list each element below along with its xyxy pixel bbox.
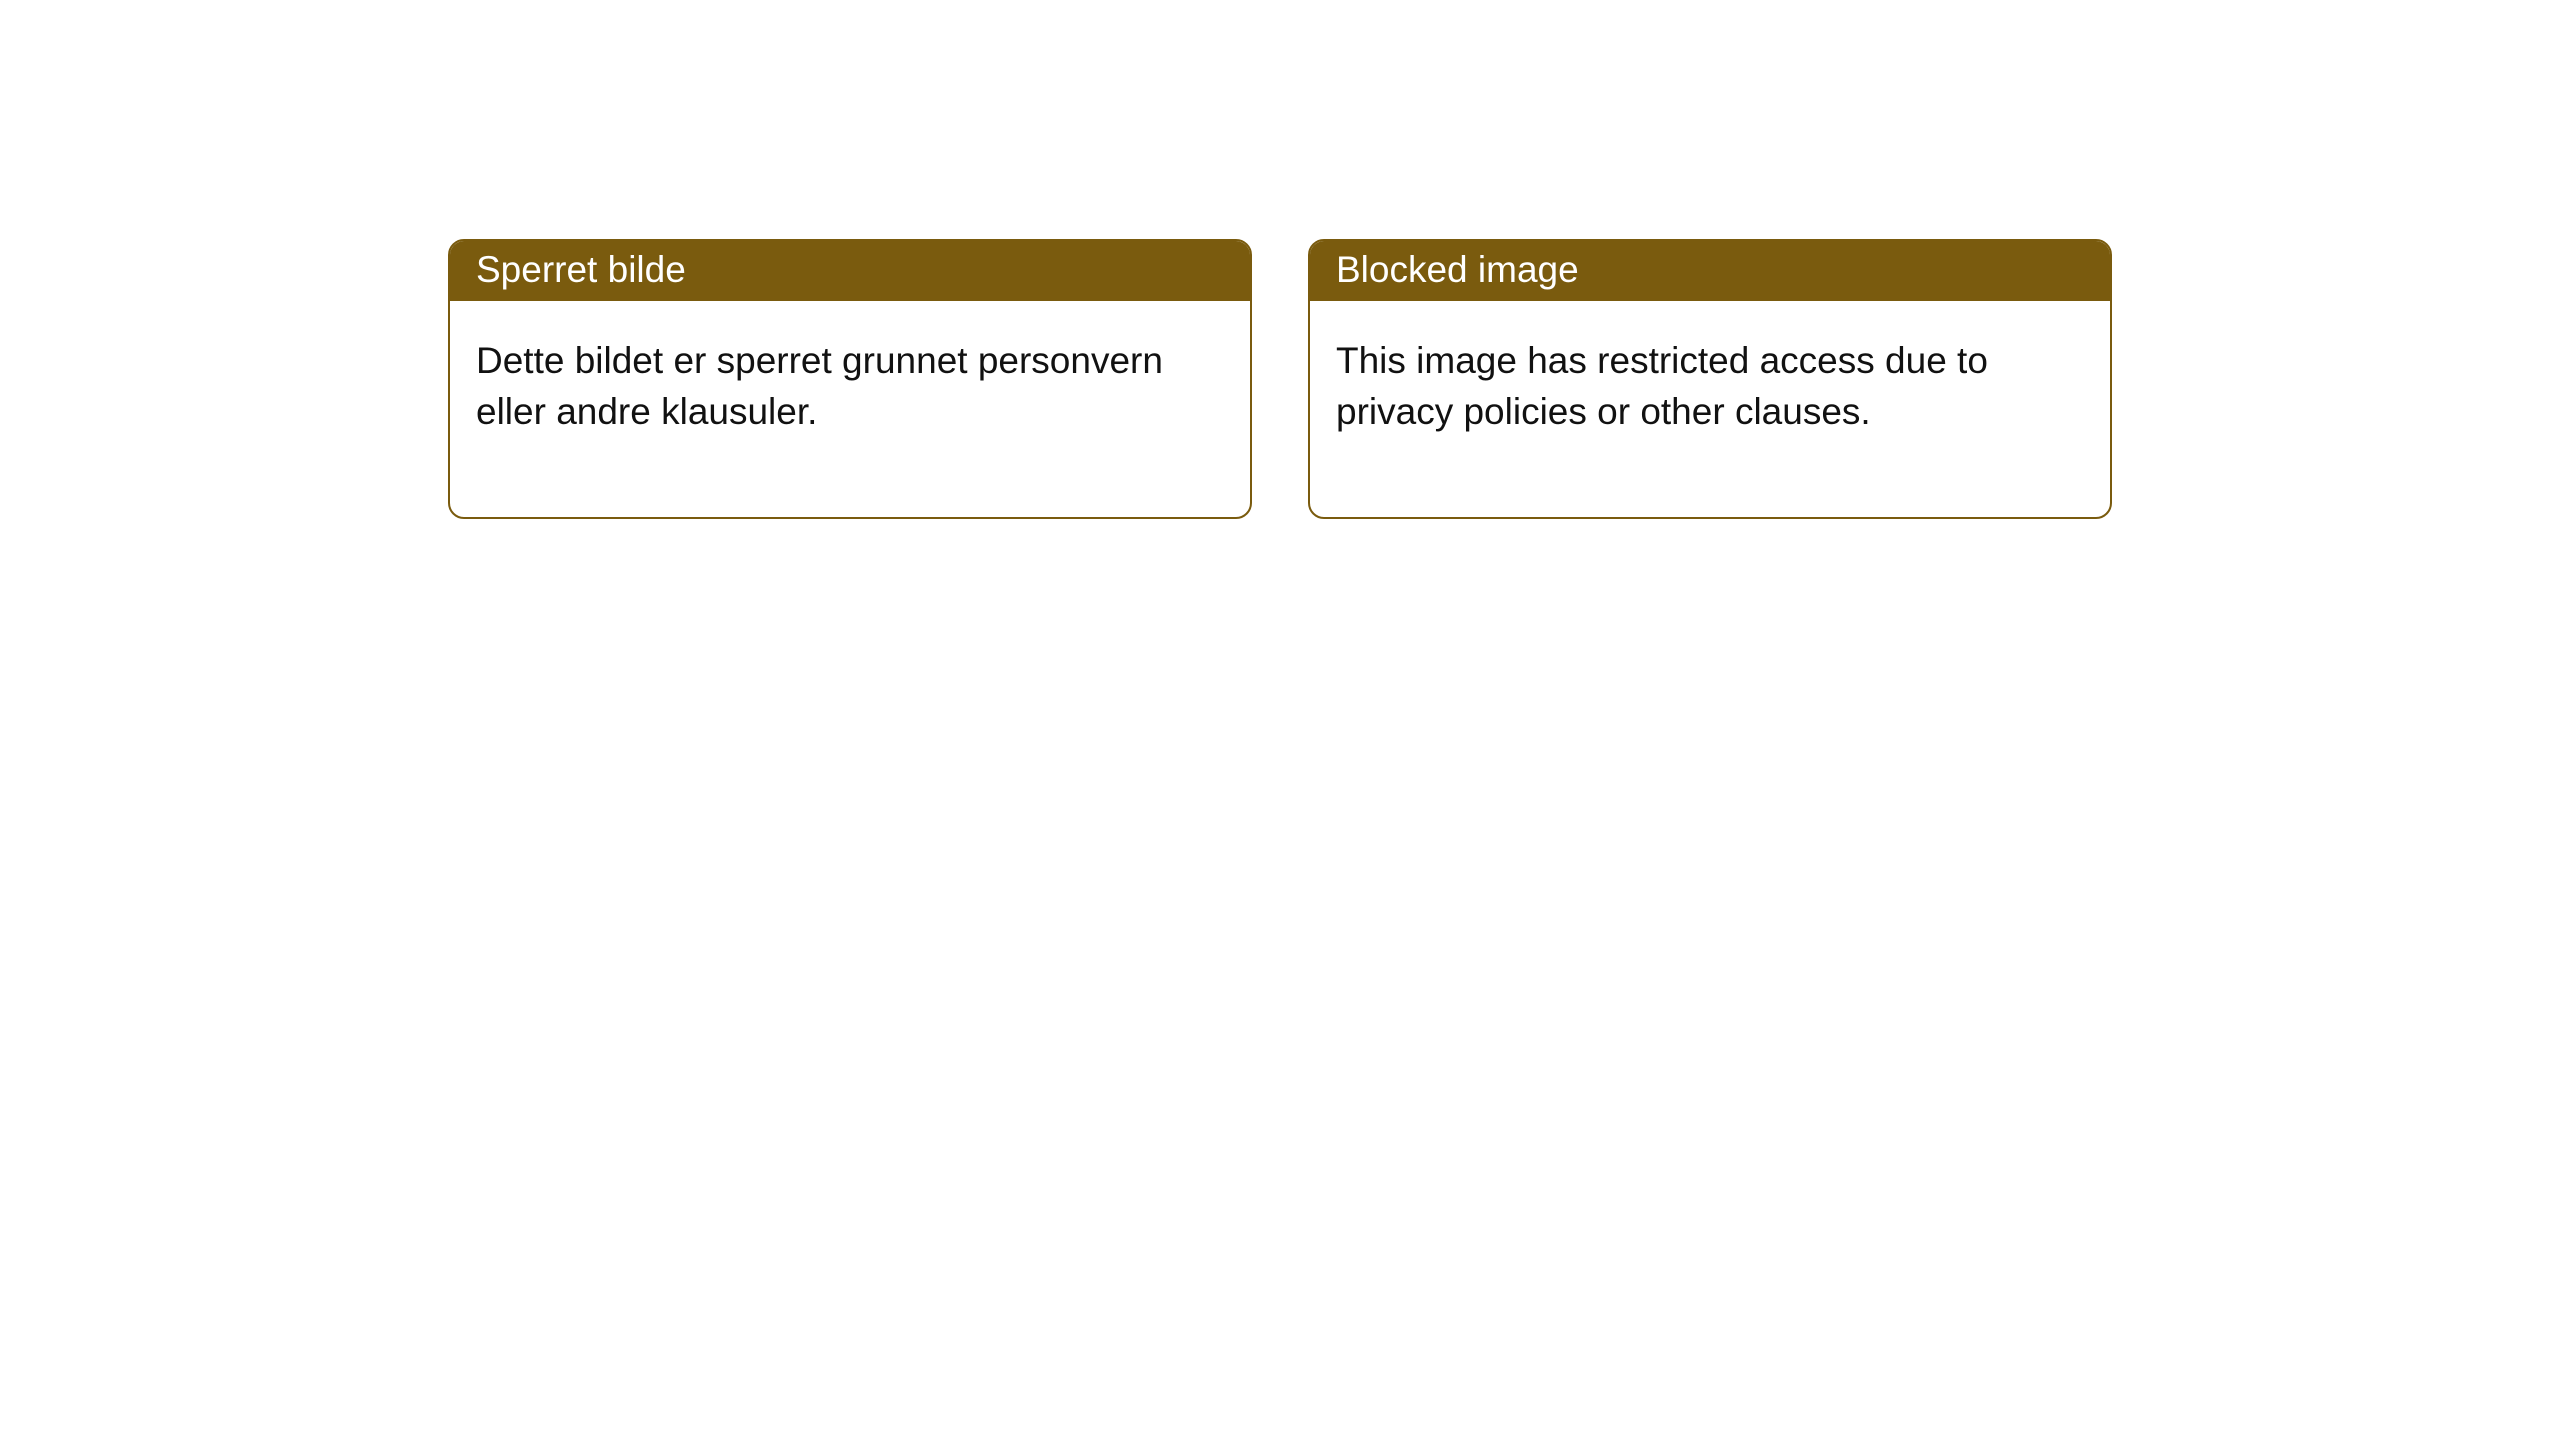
notice-body: This image has restricted access due to … [1310,301,2110,517]
notice-header: Sperret bilde [450,241,1250,301]
notice-card-norwegian: Sperret bilde Dette bildet er sperret gr… [448,239,1252,519]
notice-body: Dette bildet er sperret grunnet personve… [450,301,1250,517]
notice-header: Blocked image [1310,241,2110,301]
notice-card-english: Blocked image This image has restricted … [1308,239,2112,519]
notice-container: Sperret bilde Dette bildet er sperret gr… [448,239,2112,519]
